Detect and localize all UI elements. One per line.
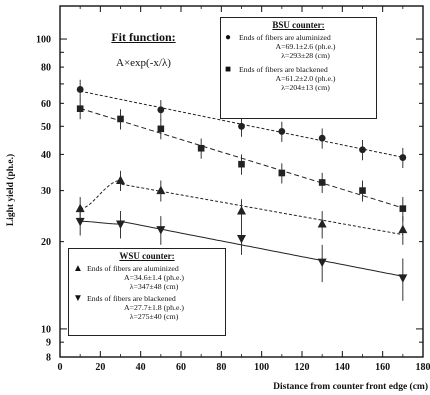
bsu-blackened-point (157, 125, 165, 133)
bsu-alu-label: Ends of fibers are aluminized (239, 33, 331, 42)
axes (59, 5, 424, 358)
bsu-black-lambda: λ=204±13 (cm) (281, 83, 330, 92)
wsu-alu-label: Ends of fibers are aluminized (87, 264, 179, 273)
bsu-blackened-point (238, 160, 245, 168)
wsu-blackened-point (317, 258, 327, 268)
bsu-aluminized-point (359, 146, 366, 154)
bsu-blackened-point (278, 169, 286, 177)
y-tick-label: 80 (41, 63, 51, 74)
tick-labels: 0 20 40 60 80 100 120 140 160 180 8 9 10 20 30 40 50 60 80… (36, 35, 430, 373)
bsu-aluminized-point (238, 122, 245, 130)
fit-function-formula: A×exp(-x/λ) (116, 57, 171, 69)
wsu-legend-title: WSU counter: (119, 251, 175, 261)
wsu-blackened-fit (80, 220, 403, 277)
wsu-blackened-point (75, 217, 85, 227)
wsu-blackened-point (398, 274, 408, 283)
bsu-aluminized-point (278, 128, 286, 135)
wsu-blackened-point (237, 235, 246, 244)
y-tick-label: 40 (41, 150, 51, 161)
wsu-alu-lambda: λ=347±48 (cm) (129, 282, 179, 291)
bsu-aluminized-point (399, 154, 407, 161)
wsu-black-amplitude: A=27.7±1.8 (ph.e.) (124, 303, 184, 312)
x-tick-label: 60 (176, 362, 186, 373)
square-marker-icon: ■ (225, 64, 232, 75)
bsu-black-amplitude: A=61.2±2.0 (ph.e.) (275, 74, 336, 83)
fit-function-title: Fit function: (111, 30, 176, 44)
bsu-blackened-point (399, 205, 407, 212)
bsu-blackened-point (318, 179, 326, 186)
y-tick-label: 60 (41, 99, 51, 110)
wsu-legend: WSU counter: ▲ Ends of fibers are alumin… (68, 248, 226, 336)
bsu-black-label: Ends of fibers are blackened (239, 65, 328, 74)
y-tick-label: 9 (46, 338, 51, 349)
y-tick-label: 50 (41, 122, 51, 133)
data-points (75, 79, 408, 301)
y-tick-label: 30 (41, 186, 51, 197)
y-tick-label: 8 (46, 353, 51, 364)
triangle-down-marker-icon: ▼ (73, 293, 83, 304)
bsu-legend: BSU counter: ● Ends of fibers are alumin… (220, 17, 377, 119)
wsu-blackened-point (156, 226, 166, 235)
fit-function-annotation: Fit function: A×exp(-x/λ) (96, 30, 191, 69)
wsu-aluminized-point (156, 185, 166, 195)
bsu-alu-amplitude: A=69.1±2.6 (ph.e.) (275, 42, 336, 51)
y-axis-label: Light yield (ph.e.) (5, 154, 16, 226)
x-tick-label: 40 (136, 362, 146, 373)
bsu-blackened-point (197, 144, 205, 152)
circle-marker-icon: ● (225, 32, 232, 43)
y-tick-label: 100 (36, 35, 51, 46)
wsu-aluminized-point (317, 219, 327, 228)
wsu-aluminized-point (237, 206, 246, 215)
bsu-aluminized-point (76, 86, 84, 93)
x-axis-label: Distance from counter front edge (cm) (273, 381, 428, 392)
bsu-aluminized-point (318, 134, 326, 142)
bsu-aluminized-point (157, 106, 165, 114)
wsu-aluminized-point (75, 203, 85, 213)
bsu-blackened-point (359, 187, 366, 194)
triangle-up-marker-icon: ▲ (73, 263, 83, 274)
wsu-aluminized-point (398, 224, 408, 234)
x-tick-label: 0 (58, 362, 63, 373)
x-tick-label: 80 (216, 362, 226, 373)
x-tick-label: 120 (295, 362, 310, 373)
wsu-black-lambda: λ=275±40 (cm) (129, 312, 179, 321)
wsu-black-label: Ends of fibers are blackened (87, 294, 176, 303)
x-tick-label: 20 (95, 362, 105, 373)
x-tick-label: 180 (416, 362, 430, 373)
bsu-legend-title: BSU counter: (272, 20, 325, 30)
bsu-alu-lambda: λ=293±28 (cm) (281, 51, 330, 60)
bsu-blackened-point (117, 115, 124, 123)
wsu-blackened-point (116, 220, 125, 230)
x-tick-label: 160 (375, 362, 390, 373)
x-tick-label: 140 (335, 362, 350, 373)
bsu-blackened-point (76, 105, 84, 112)
wsu-aluminized-point (116, 175, 125, 185)
y-tick-label: 10 (41, 324, 51, 335)
y-tick-label: 20 (41, 237, 51, 248)
wsu-alu-amplitude: A=34.6±1.4 (ph.e.) (124, 273, 184, 282)
x-tick-label: 100 (254, 362, 269, 373)
